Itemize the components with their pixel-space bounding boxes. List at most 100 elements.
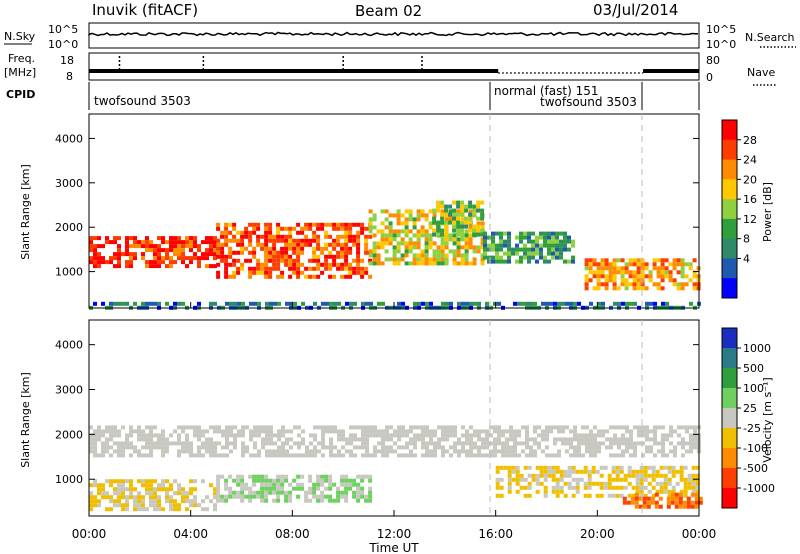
- heatmap-cell: [653, 441, 657, 446]
- heatmap-cell: [489, 449, 493, 454]
- heatmap-cell: [571, 465, 576, 470]
- heatmap-cell: [444, 217, 449, 222]
- heatmap-cell: [185, 256, 189, 261]
- heatmap-cell: [93, 483, 97, 488]
- heatmap-cell: [248, 490, 253, 495]
- heatmap-cell: [404, 253, 409, 258]
- heatmap-cell: [304, 498, 309, 503]
- heatmap-cell: [401, 445, 405, 450]
- heatmap-cell: [553, 441, 557, 446]
- heatmap-cell: [256, 238, 261, 243]
- heatmap-cell: [149, 433, 153, 438]
- heatmap-cell: [541, 433, 545, 438]
- heatmap-cell: [667, 469, 672, 474]
- heatmap-cell: [663, 465, 668, 470]
- heatmap-cell: [497, 301, 501, 306]
- heatmap-cell: [693, 441, 697, 446]
- heatmap-cell: [432, 249, 437, 254]
- heatmap-cell: [93, 479, 97, 484]
- heatmap-cell: [587, 469, 592, 474]
- heatmap-cell: [177, 491, 181, 496]
- heatmap-cell: [304, 490, 309, 495]
- heatmap-cell: [213, 256, 217, 261]
- heatmap-cell: [149, 240, 153, 245]
- heatmap-cell: [695, 481, 700, 486]
- heatmap-cell: [129, 433, 133, 438]
- heatmap-cell: [495, 247, 499, 252]
- heatmap-cell: [581, 425, 585, 430]
- heatmap-cell: [573, 437, 577, 442]
- heatmap-cell: [652, 266, 657, 271]
- heatmap-cell: [527, 239, 531, 244]
- heatmap-cell: [129, 256, 133, 261]
- heatmap-cell: [268, 270, 273, 275]
- heatmap-cell: [240, 266, 245, 271]
- heatmap-cell: [216, 490, 221, 495]
- freq-label: Freq.: [8, 52, 35, 65]
- heatmap-cell: [663, 485, 668, 490]
- heatmap-cell: [201, 445, 205, 450]
- heatmap-cell: [369, 453, 373, 458]
- heatmap-cell: [507, 243, 511, 248]
- heatmap-cell: [349, 433, 353, 438]
- heatmap-cell: [460, 204, 465, 209]
- heatmap-cell: [308, 498, 313, 503]
- heatmap-cell: [631, 469, 636, 474]
- heatmap-cell: [452, 253, 457, 258]
- heatmap-cell: [650, 500, 655, 505]
- heatmap-cell: [268, 258, 273, 263]
- heatmap-cell: [441, 425, 445, 430]
- heatmap-cell: [205, 256, 209, 261]
- heatmap-cell: [681, 445, 685, 450]
- heatmap-cell: [421, 453, 425, 458]
- heatmap-cell: [640, 278, 645, 283]
- heatmap-cell: [308, 486, 313, 491]
- heatmap-cell: [380, 261, 385, 266]
- heatmap-cell: [129, 479, 133, 484]
- heatmap-cell: [617, 453, 621, 458]
- heatmap-cell: [113, 425, 117, 430]
- heatmap-cell: [252, 222, 257, 227]
- heatmap-cell: [153, 499, 157, 504]
- heatmap-cell: [380, 221, 385, 226]
- heatmap-cell: [671, 465, 676, 470]
- heatmap-cell: [301, 453, 305, 458]
- heatmap-cell: [601, 441, 605, 446]
- heatmap-cell: [408, 249, 413, 254]
- heatmap-cell: [253, 433, 257, 438]
- heatmap-cell: [264, 258, 269, 263]
- heatmap-cell: [229, 425, 233, 430]
- heatmap-cell: [381, 449, 385, 454]
- heatmap-cell: [409, 425, 413, 430]
- heatmap-cell: [125, 252, 129, 257]
- heatmap-cell: [596, 274, 601, 279]
- heatmap-cell: [591, 465, 596, 470]
- heatmap-cell: [678, 492, 683, 497]
- heatmap-cell: [181, 244, 185, 249]
- heatmap-cell: [683, 493, 688, 498]
- heatmap-cell: [217, 429, 221, 434]
- heatmap-cell: [272, 486, 277, 491]
- nsky-tick-bottom: 10^0: [48, 38, 78, 51]
- heatmap-cell: [344, 242, 349, 247]
- heatmap-cell: [638, 504, 643, 509]
- heatmap-cell: [213, 503, 217, 508]
- heatmap-cell: [348, 266, 353, 271]
- heatmap-cell: [615, 473, 620, 478]
- heatmap-cell: [599, 465, 604, 470]
- heatmap-cell: [185, 244, 189, 249]
- heatmap-cell: [285, 437, 289, 442]
- heatmap-cell: [268, 238, 273, 243]
- heatmap-cell: [93, 244, 97, 249]
- heatmap-cell: [356, 258, 361, 263]
- heatmap-cell: [545, 445, 549, 450]
- heatmap-cell: [89, 445, 93, 450]
- heatmap-cell: [257, 301, 261, 306]
- colorbar-tick-label: 16: [743, 193, 757, 206]
- heatmap-cell: [674, 504, 679, 509]
- heatmap-cell: [225, 301, 229, 306]
- heatmap-cell: [393, 441, 397, 446]
- freq-tick-top: 18: [60, 54, 74, 67]
- heatmap-cell: [352, 222, 357, 227]
- heatmap-cell: [313, 445, 317, 450]
